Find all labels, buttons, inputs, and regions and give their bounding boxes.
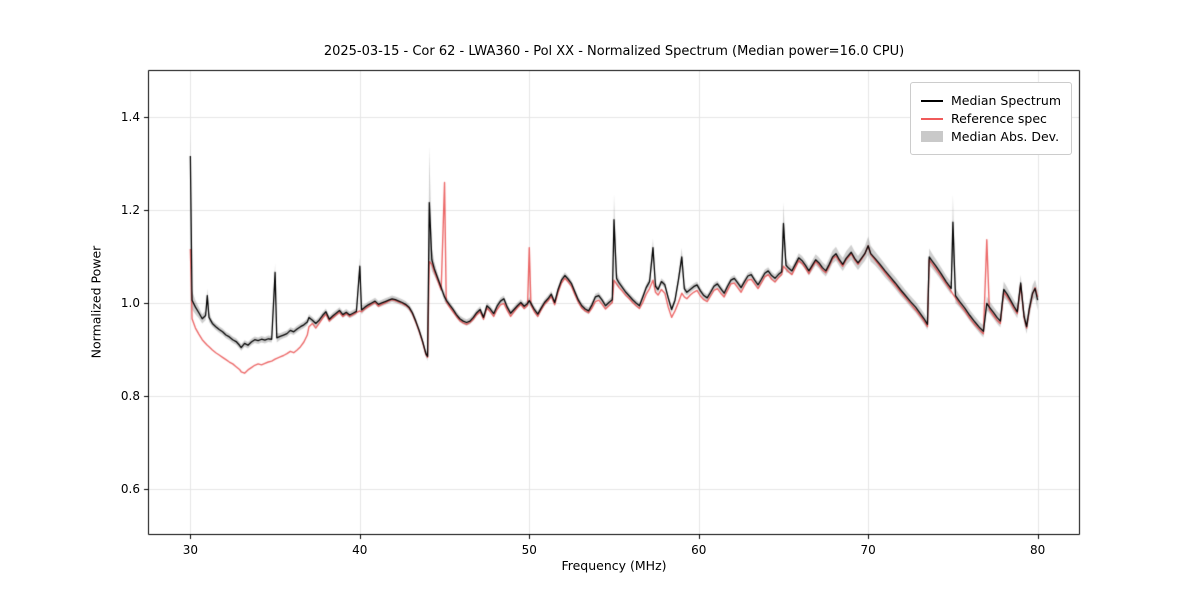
mad-patch-swatch-icon [920,131,943,142]
legend-item-median-spectrum: Median Spectrum [920,93,1061,108]
y-tick-label: 0.8 [120,388,140,403]
x-axis-label: Frequency (MHz) [561,558,667,573]
x-tick-label: 50 [521,543,537,557]
legend-item-median-abs-dev: Median Abs. Dev. [920,129,1061,144]
legend: Median Spectrum Reference spec Median Ab… [909,82,1072,155]
x-tick-label: 80 [1029,543,1046,557]
x-tick-label: 40 [352,543,368,557]
legend-label: Median Abs. Dev. [950,129,1060,144]
y-tick-label: 1.2 [120,202,140,217]
median-line-swatch-icon [920,99,943,102]
x-tick-label: 30 [182,543,198,557]
reference-line-swatch-icon [920,117,943,120]
legend-label: Median Spectrum [950,93,1061,108]
y-tick-label: 0.6 [120,481,140,496]
x-tick-label: 70 [860,543,876,557]
legend-item-reference-spec: Reference spec [920,111,1061,126]
y-tick-label: 1.4 [120,109,140,124]
legend-label: Reference spec [950,111,1047,126]
y-tick-label: 1.0 [120,295,140,310]
x-tick-label: 60 [691,543,707,557]
chart-title: 2025-03-15 - Cor 62 - LWA360 - Pol XX - … [323,44,905,59]
